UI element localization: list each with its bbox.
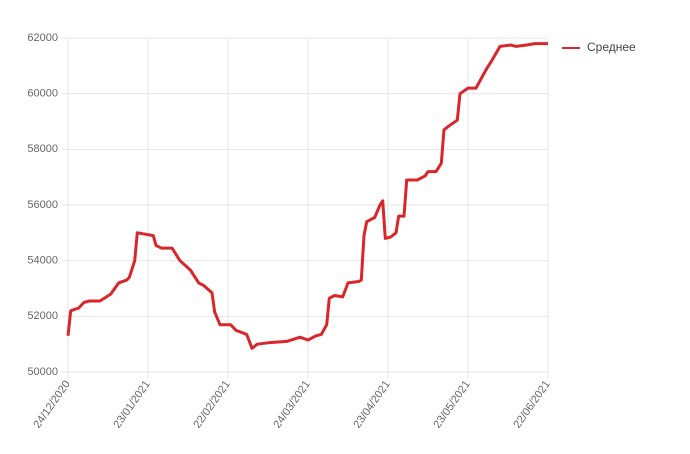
y-tick-label: 50000 bbox=[27, 366, 58, 378]
line bbox=[66, 42, 548, 350]
y-tick-label: 62000 bbox=[27, 32, 58, 44]
x-tick-label: 22/06/2021 bbox=[511, 379, 552, 431]
x-tick-label: 24/12/2020 bbox=[31, 379, 72, 431]
y-tick-label: 52000 bbox=[27, 310, 58, 322]
y-tick-label: 56000 bbox=[27, 199, 58, 211]
y-tick-label: 54000 bbox=[27, 255, 58, 267]
x-tick-label: 24/03/2021 bbox=[271, 379, 312, 431]
x-tick-label: 23/04/2021 bbox=[351, 379, 392, 431]
y-tick-label: 58000 bbox=[27, 143, 58, 155]
x-tick-label: 23/01/2021 bbox=[111, 379, 152, 431]
legend-label: Среднее bbox=[587, 40, 636, 54]
y-tick-label: 60000 bbox=[27, 88, 58, 100]
x-tick-label: 23/05/2021 bbox=[431, 379, 472, 431]
legend: Среднее bbox=[562, 40, 636, 54]
x-tick-label: 22/02/2021 bbox=[191, 379, 232, 431]
